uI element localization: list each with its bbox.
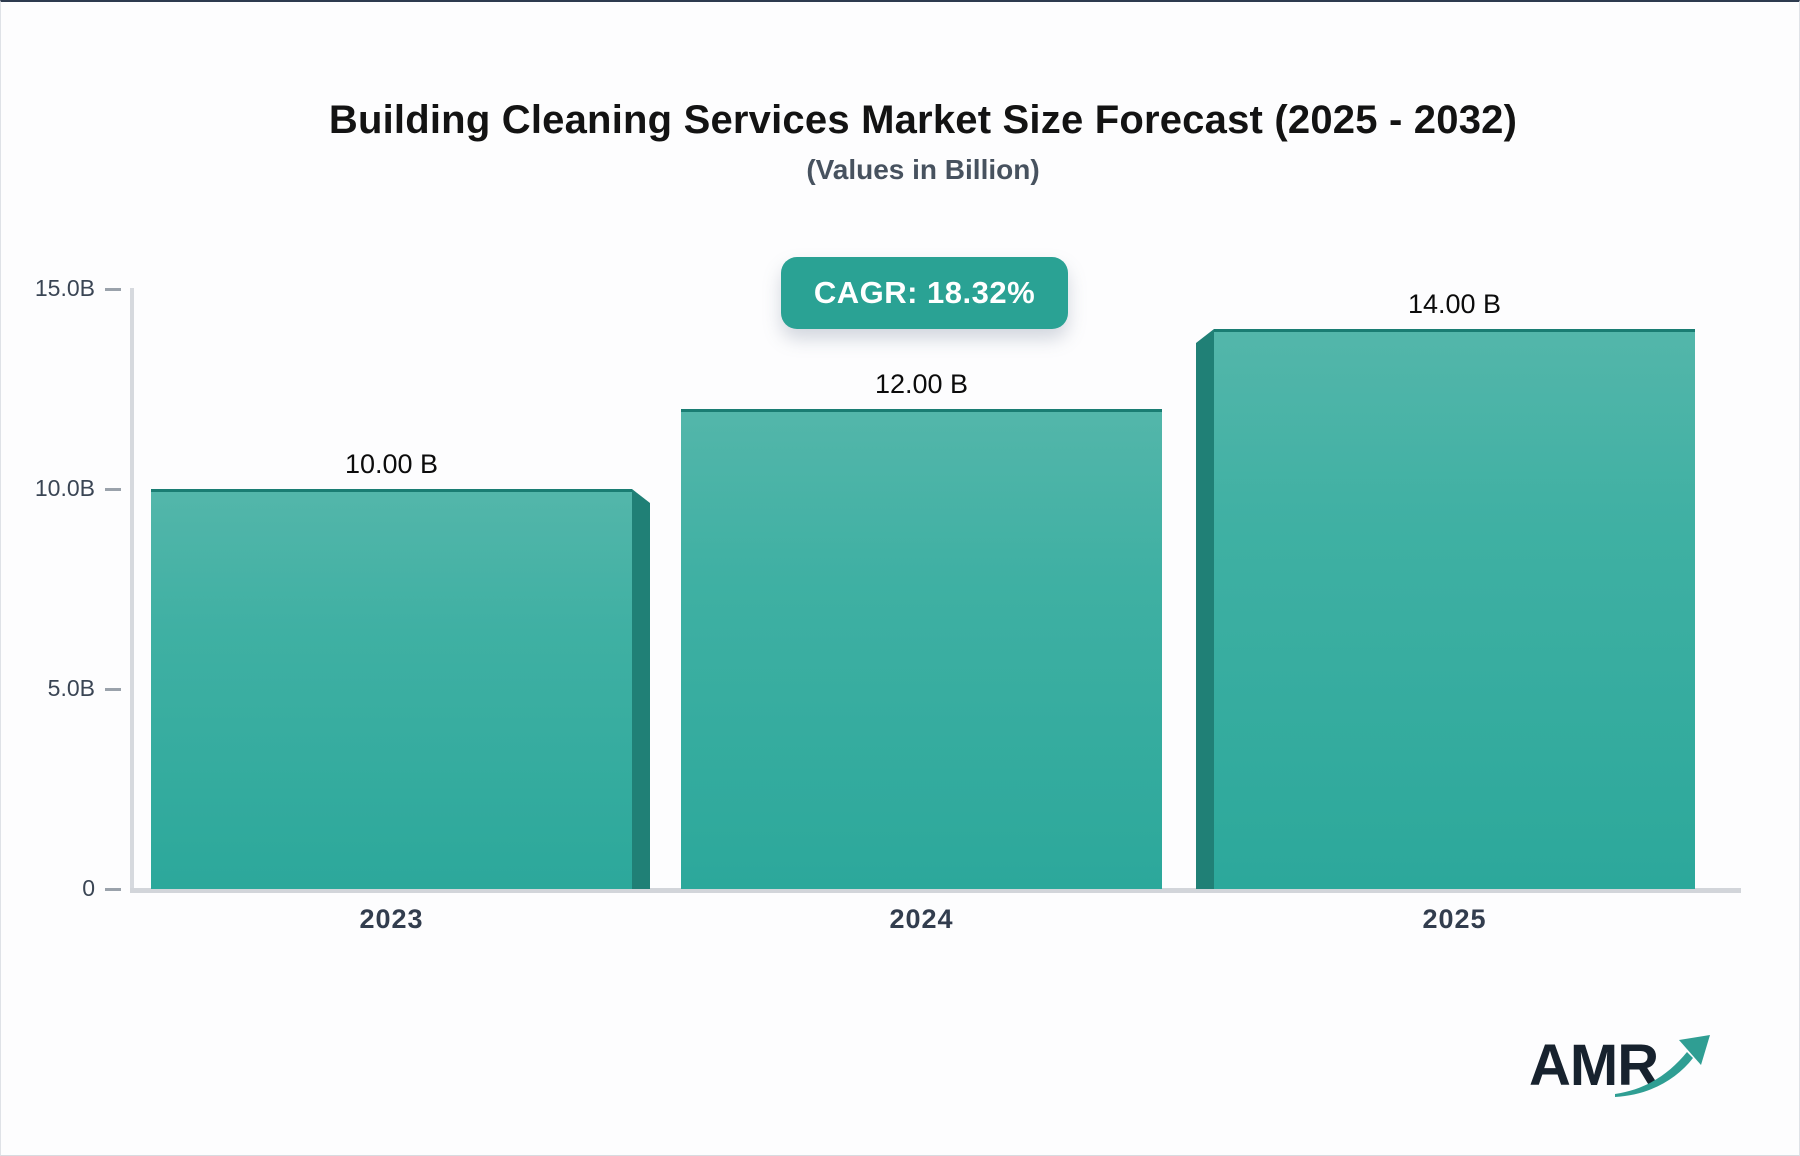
cagr-badge: CAGR: 18.32% xyxy=(781,257,1068,329)
bar-3d-side xyxy=(1196,329,1214,889)
y-tick-mark xyxy=(105,488,121,491)
bar-2024 xyxy=(681,409,1162,889)
bar-2023 xyxy=(151,489,632,889)
y-tick-mark xyxy=(105,288,121,291)
bar-2025 xyxy=(1214,329,1695,889)
amr-logo-text: AMR xyxy=(1529,1033,1659,1098)
growth-arrow-icon xyxy=(1615,1035,1710,1097)
y-tick-mark xyxy=(105,888,121,891)
bar-3d-side xyxy=(632,489,650,889)
y-tick-label: 10.0B xyxy=(34,475,95,501)
bar-value-label: 14.00 B xyxy=(1407,289,1502,319)
chart-subtitle: (Values in Billion) xyxy=(806,154,1040,185)
amr-logo: AMR xyxy=(1529,1032,1719,1107)
x-axis-label-2023: 2023 xyxy=(359,904,424,934)
chart-title: Building Cleaning Services Market Size F… xyxy=(328,98,1518,142)
bar-value-label: 10.00 B xyxy=(344,449,439,479)
y-tick-mark xyxy=(105,688,121,691)
y-tick-label: 5.0B xyxy=(47,675,95,701)
y-tick-label: 0 xyxy=(82,875,95,901)
y-axis-line xyxy=(130,288,134,892)
x-axis-label-2025: 2025 xyxy=(1422,904,1487,934)
y-tick-label: 15.0B xyxy=(34,275,95,301)
x-axis-label-2024: 2024 xyxy=(889,904,954,934)
bar-value-label: 12.00 B xyxy=(874,369,969,399)
x-axis-line xyxy=(130,888,1741,893)
